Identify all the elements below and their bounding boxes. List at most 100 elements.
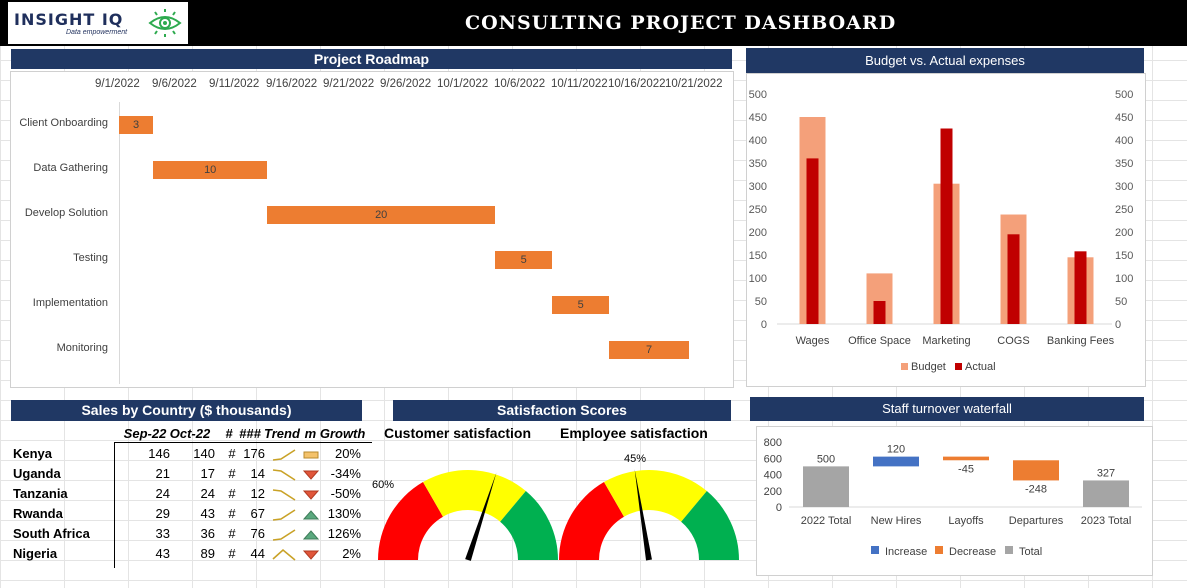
- sales-sep-value: 33: [155, 526, 170, 541]
- budget-panel[interactable]: 500 500 450 450 400 400 350 350 300 300 250 250 200 2…: [746, 73, 1146, 387]
- sales-country: Rwanda: [13, 506, 63, 521]
- down-triangle-icon: [303, 490, 319, 500]
- date-tick-label: 10/16/2022: [608, 78, 666, 90]
- turnover-panel[interactable]: 800 600 400 200 0 500 2022 Total 120 New Hires -4…: [756, 426, 1153, 576]
- gantt-bar: 5: [495, 251, 553, 269]
- y-tick-left: 450: [749, 112, 767, 124]
- gauge-needle: [465, 472, 497, 561]
- roadmap-panel[interactable]: 9/1/2022 9/6/2022 9/11/2022 9/16/2022 9/21/2…: [10, 71, 734, 388]
- y-tick-left: 150: [749, 250, 767, 262]
- sales-sep-value: 146: [148, 446, 170, 461]
- category-label: COGS: [997, 335, 1029, 347]
- legend-swatch-actual: [955, 363, 962, 370]
- sales-country: Tanzania: [13, 486, 68, 501]
- sales-col-header: Trend: [264, 426, 300, 441]
- budget-header: Budget vs. Actual expenses: [746, 48, 1144, 73]
- gauge-red-zone: [559, 482, 624, 560]
- task-name: Data Gathering: [33, 162, 108, 174]
- sales-col-header: Oct-22: [169, 426, 211, 441]
- sales-growth-value: 126%: [327, 526, 361, 541]
- waterfall-bar: [873, 456, 919, 467]
- sales-col-header: #: [225, 426, 233, 441]
- actual-bar: [1007, 234, 1020, 324]
- sales-oct-value: 43: [200, 506, 215, 521]
- actual-bar: [806, 158, 819, 324]
- waterfall-bar: [1083, 480, 1129, 507]
- sparkline-line: [272, 489, 296, 501]
- sales-growth-value: 20%: [334, 446, 361, 461]
- up-triangle-shape: [303, 510, 319, 520]
- task-name: Develop Solution: [24, 207, 108, 219]
- sales-oct-value: 89: [200, 546, 215, 561]
- sales-growth-value: -34%: [330, 466, 361, 481]
- category-label: 2022 Total: [801, 515, 852, 527]
- date-tick-label: 9/1/2022: [95, 78, 140, 90]
- sales-left-rule: [114, 442, 115, 568]
- sales-country: Kenya: [13, 446, 53, 461]
- down-triangle-icon: [303, 550, 319, 560]
- y-tick-right: 150: [1115, 250, 1133, 262]
- date-tick-label: 9/6/2022: [152, 78, 197, 90]
- trend-sparkline: [272, 548, 296, 561]
- waterfall-data-label: 120: [887, 444, 905, 456]
- sales-col-header: Sep-22: [123, 426, 167, 441]
- date-tick-label: 10/6/2022: [494, 78, 546, 90]
- gauge-green-zone: [681, 491, 739, 560]
- sales-header: Sales by Country ($ thousands): [11, 400, 362, 421]
- y-tick-left: 400: [749, 135, 767, 147]
- customer-gauge-title: Customer satisfaction: [384, 425, 532, 441]
- legend-label: Total: [1019, 546, 1042, 558]
- flat-dash-shape: [303, 451, 319, 459]
- y-tick-label: 800: [764, 437, 782, 449]
- sales-sep-value: 43: [155, 546, 170, 561]
- y-tick-right: 500: [1115, 89, 1133, 101]
- y-tick-left: 300: [749, 181, 767, 193]
- legend-swatch-budget: [901, 363, 908, 370]
- actual-bar: [940, 128, 953, 324]
- category-label: Layoffs: [948, 515, 984, 527]
- trend-sparkline: [272, 489, 296, 501]
- logo: INSIGHT IQ Data empowerment: [8, 2, 188, 44]
- gantt-bar: 20: [267, 206, 496, 224]
- y-tick-left: 200: [749, 227, 767, 239]
- y-tick-right: 250: [1115, 204, 1133, 216]
- up-triangle-shape: [303, 530, 319, 540]
- category-label: Departures: [1009, 515, 1064, 527]
- gantt-chart: 9/1/2022 9/6/2022 9/11/2022 9/16/2022 9/21/2…: [11, 72, 733, 387]
- gauge-needle: [634, 469, 652, 561]
- satisfaction-gauges: 60% 45%: [372, 453, 739, 561]
- down-triangle-shape: [303, 550, 319, 560]
- flat-dash-icon: [303, 451, 319, 459]
- sales-nov-value: 76: [250, 526, 265, 541]
- trend-sparkline: [272, 509, 296, 521]
- title-bar: INSIGHT IQ Data empowerment CONSULTING P…: [0, 0, 1187, 46]
- sales-oct-value: 36: [200, 526, 215, 541]
- y-tick-right: 350: [1115, 158, 1133, 170]
- waterfall-data-label: -248: [1025, 483, 1047, 495]
- trend-sparkline: [272, 529, 296, 541]
- legend-swatch: [871, 546, 879, 554]
- legend-label: Decrease: [949, 546, 996, 558]
- sparkline-line: [272, 548, 296, 561]
- waterfall-bar: [1013, 460, 1059, 481]
- category-label: New Hires: [871, 515, 922, 527]
- date-tick-label: 9/16/2022: [266, 78, 318, 90]
- gantt-bar: 5: [552, 296, 610, 314]
- logo-subtext: Data empowerment: [66, 29, 128, 36]
- y-tick-label: 600: [764, 453, 782, 465]
- sales-col-header: ###: [239, 426, 261, 441]
- actual-bar: [1074, 251, 1087, 324]
- gauge-yellow-zone: [604, 470, 707, 522]
- y-tick-left: 100: [749, 273, 767, 285]
- sparkline-line: [272, 509, 296, 521]
- sales-hash-value: #: [228, 486, 236, 501]
- task-name: Testing: [73, 252, 108, 264]
- waterfall-data-label: 500: [817, 453, 835, 465]
- trend-sparkline: [272, 449, 296, 461]
- sales-country: Uganda: [13, 466, 61, 481]
- sales-growth-value: 130%: [327, 506, 361, 521]
- down-triangle-shape: [303, 470, 319, 480]
- sales-country: Nigeria: [13, 546, 58, 561]
- y-tick-left: 500: [749, 89, 767, 101]
- y-tick-label: 400: [764, 470, 782, 482]
